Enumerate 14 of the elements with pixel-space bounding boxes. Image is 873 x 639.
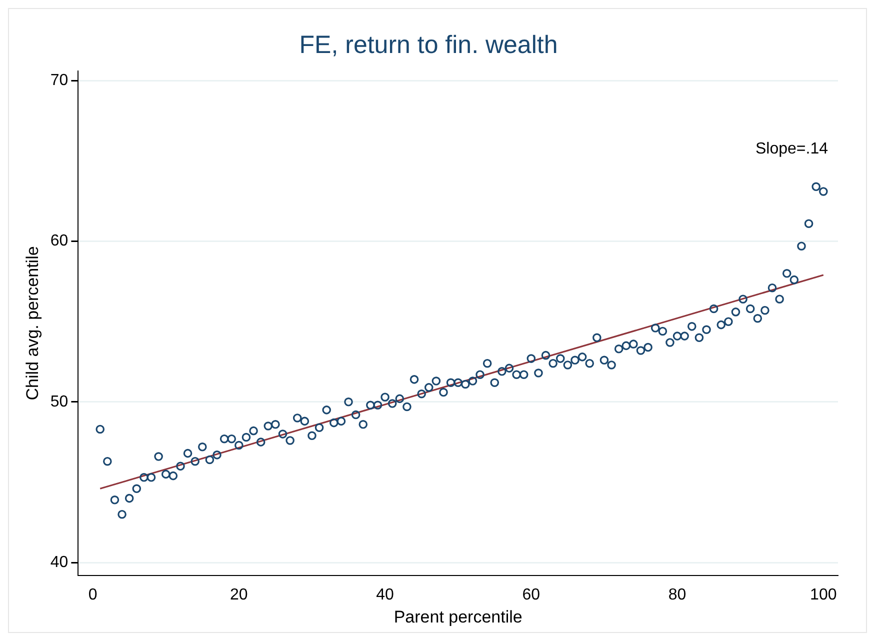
x-tick-label: 100 <box>810 586 837 604</box>
y-tick-label: 40 <box>50 554 68 571</box>
y-axis-title: Child avg. percentile <box>22 246 42 400</box>
x-tick-label: 80 <box>668 586 686 604</box>
y-tick-label: 70 <box>50 72 68 90</box>
x-tick-label: 40 <box>376 586 394 604</box>
x-tick-label: 20 <box>230 586 248 604</box>
chart-title: FE, return to fin. wealth <box>299 30 558 59</box>
y-tick-label: 60 <box>50 232 68 250</box>
annotation: Slope=.14 <box>755 140 828 158</box>
x-axis-title: Parent percentile <box>394 607 522 626</box>
x-tick-label: 60 <box>522 586 540 604</box>
y-tick-label: 50 <box>50 393 68 410</box>
x-tick-label: 0 <box>88 586 98 604</box>
